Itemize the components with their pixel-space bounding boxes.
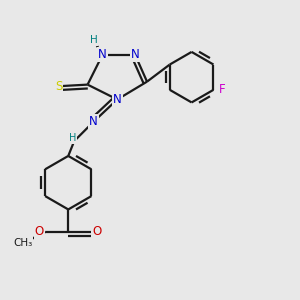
Text: F: F	[218, 83, 225, 96]
Text: N: N	[89, 115, 98, 128]
Text: N: N	[98, 48, 107, 62]
Text: S: S	[55, 80, 62, 93]
Text: CH₃: CH₃	[13, 238, 32, 248]
Text: O: O	[35, 225, 44, 238]
Text: O: O	[92, 225, 102, 238]
Text: N: N	[131, 48, 140, 62]
Text: H: H	[69, 133, 76, 143]
Text: N: N	[113, 93, 122, 106]
Text: H: H	[90, 35, 98, 45]
